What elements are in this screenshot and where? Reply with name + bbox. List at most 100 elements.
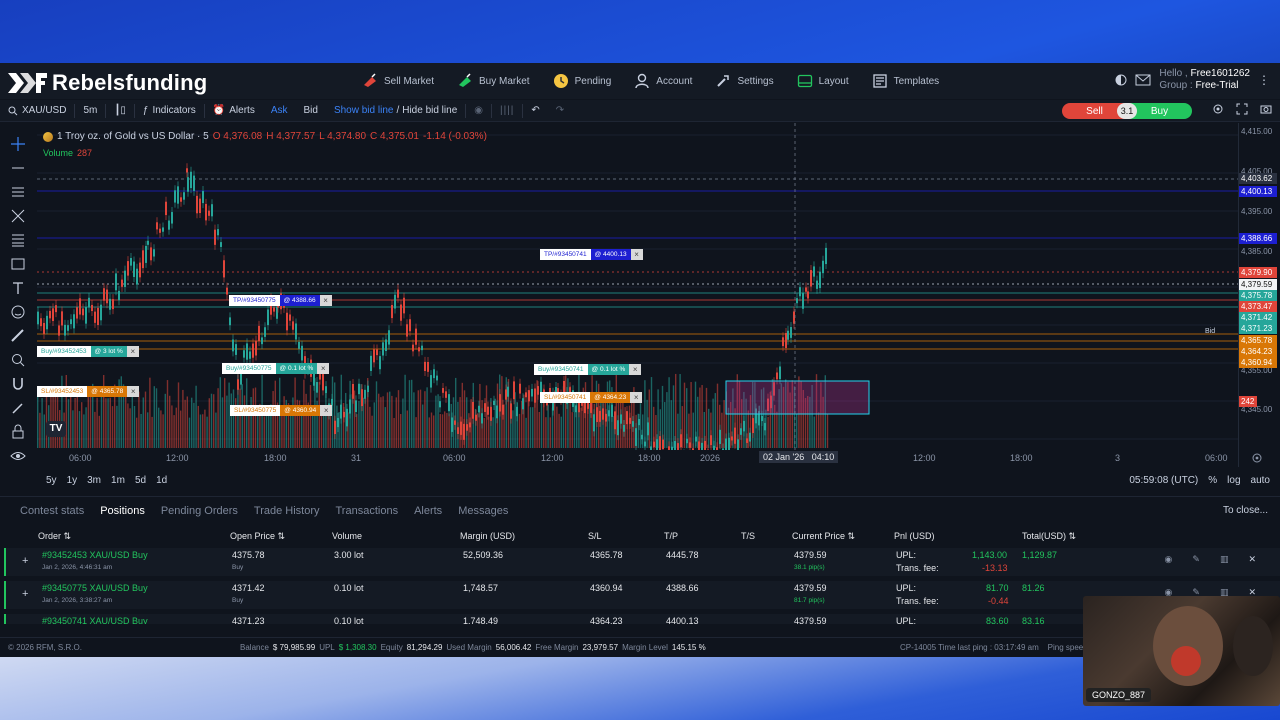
order-tag-buy-93450741[interactable]: Buy/#93450741 @ 0.1 lot % × bbox=[534, 364, 642, 375]
order-id[interactable]: #93450741 XAU/USD Buy bbox=[42, 616, 148, 624]
close-icon[interactable]: × bbox=[629, 364, 642, 375]
order-id[interactable]: #93450775 XAU/USD Buy bbox=[42, 583, 148, 593]
close-icon[interactable]: × bbox=[630, 249, 643, 260]
mail-icon[interactable] bbox=[1135, 74, 1151, 86]
theme-toggle-icon[interactable] bbox=[1115, 74, 1127, 86]
range-3m[interactable]: 3m bbox=[87, 475, 102, 486]
undo-button[interactable]: ↶ bbox=[523, 100, 547, 122]
range-5d[interactable]: 5d bbox=[134, 475, 147, 486]
range-1m[interactable]: 1m bbox=[111, 475, 125, 486]
eye-button[interactable]: ◉ bbox=[466, 100, 491, 122]
eye-icon[interactable]: ◉ bbox=[1164, 554, 1173, 564]
chart-bars-icon[interactable]: ▥ bbox=[1219, 587, 1229, 597]
tab-transactions[interactable]: Transactions bbox=[335, 504, 399, 517]
crosshair-icon[interactable] bbox=[9, 135, 27, 153]
nav-buy-market[interactable]: Buy Market bbox=[457, 73, 530, 89]
order-tag-buy-93450775[interactable]: Buy/#93450775 @ 0.1 lot % × bbox=[222, 363, 330, 374]
user-info[interactable]: Hello , Free1601262 Group : Free-Trial bbox=[1159, 68, 1250, 91]
price-chart[interactable]: 1 Troy oz. of Gold vs US Dollar · 5 O 4,… bbox=[37, 123, 1238, 467]
close-all-dropdown[interactable]: To close... bbox=[1222, 505, 1268, 516]
range-1y[interactable]: 1y bbox=[66, 475, 78, 486]
tab-contest-stats[interactable]: Contest stats bbox=[20, 504, 85, 517]
utc-clock[interactable]: 05:59:08 (UTC) bbox=[1129, 475, 1199, 486]
col-ts[interactable]: T/S bbox=[741, 531, 756, 541]
bid-button[interactable]: Bid bbox=[303, 105, 318, 116]
lock-icon[interactable] bbox=[9, 423, 27, 441]
percent-toggle[interactable]: % bbox=[1208, 475, 1218, 486]
interval-select[interactable]: 5m bbox=[83, 105, 98, 116]
horizontal-lines-icon[interactable] bbox=[9, 183, 27, 201]
expand-icon[interactable]: + bbox=[22, 555, 29, 567]
col-pnl[interactable]: Pnl (USD) bbox=[894, 531, 935, 541]
table-row[interactable]: + #93452453 XAU/USD Buy Jan 2, 2026, 4:4… bbox=[4, 548, 1280, 576]
pitchfork-icon[interactable] bbox=[9, 207, 27, 225]
tradingview-logo[interactable]: TV bbox=[46, 421, 66, 437]
close-icon[interactable]: × bbox=[319, 295, 332, 306]
tab-alerts[interactable]: Alerts bbox=[414, 504, 443, 517]
order-tag-sl-93450775[interactable]: SL/#93450775 @ 4360.94 × bbox=[230, 405, 333, 416]
auto-toggle[interactable]: auto bbox=[1250, 475, 1270, 486]
nav-templates[interactable]: Templates bbox=[872, 73, 939, 89]
columns-button[interactable]: |||| bbox=[492, 100, 522, 122]
close-icon[interactable]: × bbox=[320, 405, 333, 416]
tab-positions[interactable]: Positions bbox=[100, 504, 145, 517]
indicators-button[interactable]: ƒ Indicators bbox=[142, 105, 196, 116]
rectangle-icon[interactable] bbox=[9, 255, 27, 273]
ruler-icon[interactable] bbox=[9, 327, 27, 345]
col-margin[interactable]: Margin (USD) bbox=[460, 531, 516, 541]
symbol-search[interactable]: XAU/USD bbox=[0, 100, 74, 122]
zoom-icon[interactable] bbox=[9, 351, 27, 369]
edit-icon[interactable]: ✎ bbox=[1192, 587, 1200, 597]
nav-settings[interactable]: Settings bbox=[715, 73, 774, 89]
tab-messages[interactable]: Messages bbox=[458, 504, 509, 517]
table-row[interactable]: + #93450775 XAU/USD Buy Jan 2, 2026, 3:3… bbox=[4, 581, 1280, 609]
expand-icon[interactable]: + bbox=[22, 588, 29, 600]
chart-bars-icon[interactable]: ▥ bbox=[1219, 554, 1229, 564]
redo-button[interactable]: ↷ bbox=[548, 100, 572, 122]
close-icon[interactable]: × bbox=[127, 386, 140, 397]
close-icon[interactable]: × bbox=[126, 346, 139, 357]
range-5y[interactable]: 5y bbox=[46, 475, 57, 486]
tab-trade-history[interactable]: Trade History bbox=[253, 504, 320, 517]
eye-icon[interactable]: ◉ bbox=[1164, 587, 1173, 597]
chart-settings-icon[interactable] bbox=[1251, 452, 1263, 464]
pencil-lock-icon[interactable] bbox=[9, 399, 27, 417]
close-icon[interactable]: ✕ bbox=[1248, 587, 1256, 597]
price-axis[interactable]: 4,415.00 4,405.00 4,395.00 4,385.00 4,35… bbox=[1238, 123, 1280, 467]
order-tag-sl-93450741[interactable]: SL/#93450741 @ 4364.23 × bbox=[540, 392, 643, 403]
alerts-button[interactable]: ⏰ Alerts bbox=[212, 105, 255, 116]
col-volume[interactable]: Volume bbox=[332, 531, 363, 541]
tab-pending-orders[interactable]: Pending Orders bbox=[160, 504, 238, 517]
ask-button[interactable]: Ask bbox=[270, 105, 288, 116]
col-tp[interactable]: T/P bbox=[664, 531, 679, 541]
fullscreen-icon[interactable] bbox=[1236, 103, 1248, 115]
emoji-icon[interactable] bbox=[9, 303, 27, 321]
hide-bid-line-link[interactable]: Hide bid line bbox=[402, 105, 458, 116]
order-tag-tp-93450775[interactable]: TP/#93450775 @ 4388.66 × bbox=[229, 295, 332, 306]
chart-type-button[interactable]: ┃▯ bbox=[106, 100, 134, 122]
order-tag-buy-93452453[interactable]: Buy/#93452453 @ 3 lot % × bbox=[37, 346, 139, 357]
brand-logo[interactable]: Rebelsfunding bbox=[6, 70, 207, 96]
col-current-price[interactable]: Current Price ⇅ bbox=[792, 531, 856, 541]
col-sl[interactable]: S/L bbox=[588, 531, 602, 541]
gear-icon[interactable] bbox=[1212, 103, 1224, 115]
nav-account[interactable]: Account bbox=[634, 73, 692, 89]
range-1d[interactable]: 1d bbox=[156, 475, 168, 486]
buy-button[interactable]: Buy bbox=[1127, 103, 1192, 119]
close-icon[interactable]: × bbox=[630, 392, 643, 403]
nav-pending[interactable]: Pending bbox=[553, 73, 611, 89]
nav-sell-market[interactable]: Sell Market bbox=[362, 73, 434, 89]
edit-icon[interactable]: ✎ bbox=[1192, 554, 1200, 564]
camera-icon[interactable] bbox=[1260, 103, 1272, 115]
order-tag-sl-93452453[interactable]: SL/#93452453 @ 4365.78 × bbox=[37, 386, 140, 397]
col-total[interactable]: Total(USD) ⇅ bbox=[1022, 531, 1077, 541]
trend-line-icon[interactable] bbox=[9, 159, 27, 177]
order-id[interactable]: #93452453 XAU/USD Buy bbox=[42, 550, 148, 560]
close-icon[interactable]: × bbox=[317, 363, 330, 374]
order-tag-tp-93450741[interactable]: TP/#93450741 @ 4400.13 × bbox=[540, 249, 643, 260]
col-order[interactable]: Order ⇅ bbox=[38, 531, 72, 541]
show-bid-line-link[interactable]: Show bid line bbox=[333, 105, 394, 116]
text-icon[interactable] bbox=[9, 279, 27, 297]
col-open-price[interactable]: Open Price ⇅ bbox=[230, 531, 286, 541]
close-icon[interactable]: ✕ bbox=[1248, 554, 1256, 564]
